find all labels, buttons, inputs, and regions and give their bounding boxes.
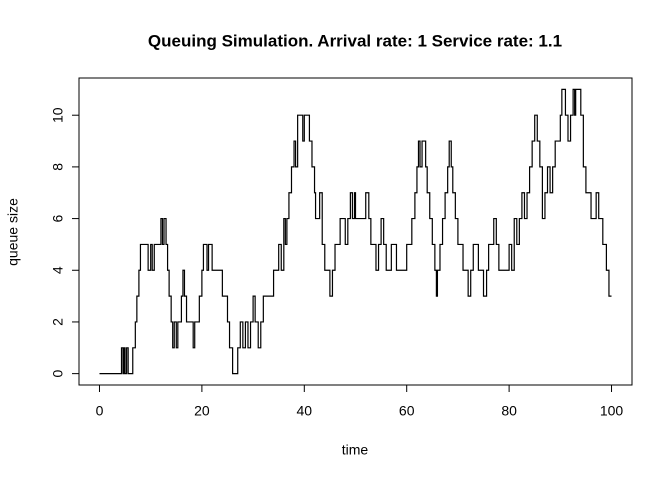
x-tick-label: 20: [194, 403, 210, 419]
step-line: [99, 88, 612, 375]
chart-title: Queuing Simulation. Arrival rate: 1 Serv…: [148, 31, 562, 50]
x-tick-label: 0: [96, 403, 104, 419]
x-tick-label: 60: [399, 403, 415, 419]
y-axis-label: queue size: [5, 198, 21, 266]
x-tick-label: 100: [600, 403, 624, 419]
y-tick-label: 0: [50, 370, 66, 378]
y-tick-label: 2: [50, 318, 66, 326]
x-tick-label: 40: [297, 403, 313, 419]
y-tick-label: 10: [50, 107, 66, 123]
y-tick-label: 8: [50, 163, 66, 171]
y-tick-label: 4: [50, 266, 66, 274]
x-axis-label: time: [342, 442, 369, 458]
x-tick-label: 80: [501, 403, 517, 419]
y-tick-label: 6: [50, 214, 66, 222]
